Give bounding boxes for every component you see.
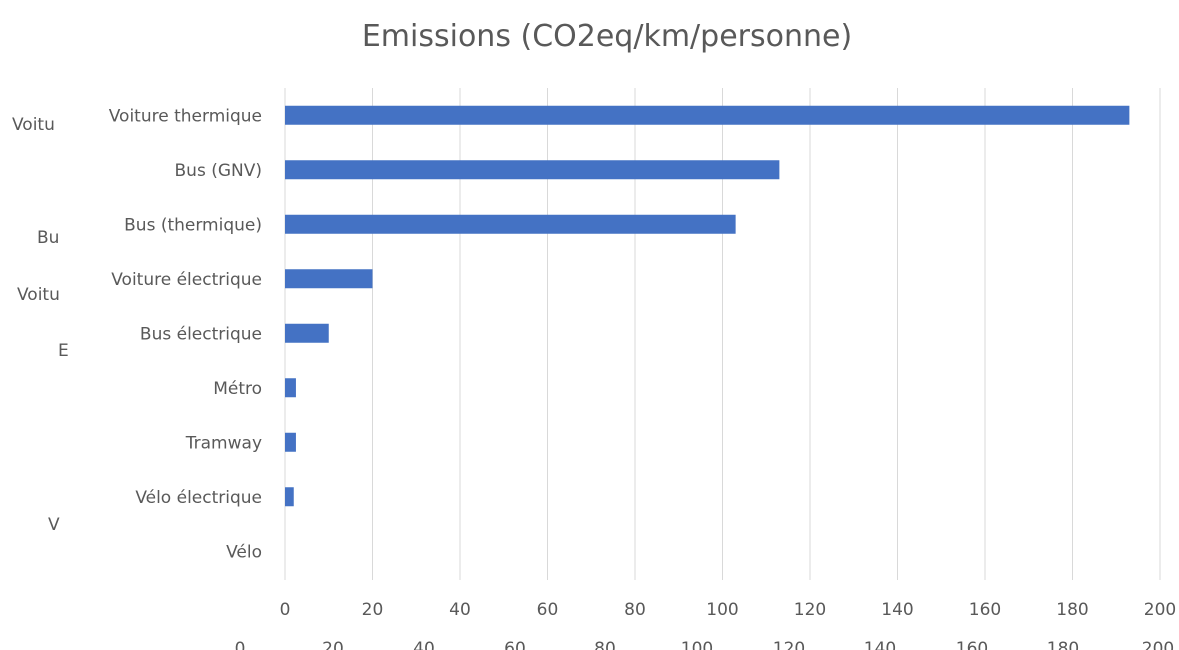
bar-5 <box>285 378 296 398</box>
background-label-fragment: E <box>58 341 69 361</box>
x-tick-label: 20 <box>362 600 384 620</box>
bar-1 <box>285 160 780 180</box>
background-tick-fragment: 140 <box>864 639 896 650</box>
x-tick-label: 100 <box>706 600 738 620</box>
x-tick-label: 200 <box>1144 600 1176 620</box>
background-tick-fragment: 80 <box>594 639 616 650</box>
category-label: Vélo électrique <box>135 488 262 508</box>
x-tick-label: 80 <box>624 600 646 620</box>
background-label-fragment: Voitu <box>12 115 55 135</box>
background-label-fragment: Bu <box>37 228 59 248</box>
x-tick-label: 140 <box>881 600 913 620</box>
background-tick-fragment: 100 <box>681 639 713 650</box>
background-chart-fragments: Voitu Bu Voitu E V 0 20 40 60 80 100 120 140 160 180 20… <box>12 115 1174 650</box>
x-tick-label: 120 <box>794 600 826 620</box>
bar-0 <box>285 105 1130 125</box>
x-tick-label: 40 <box>449 600 471 620</box>
background-label-fragment: Voitu <box>17 285 60 305</box>
x-tick-label: 60 <box>537 600 559 620</box>
bar-3 <box>285 269 373 289</box>
background-tick-fragment: 40 <box>413 639 435 650</box>
background-tick-fragment: 120 <box>773 639 805 650</box>
category-label: Voiture thermique <box>109 106 262 126</box>
bar-4 <box>285 323 329 343</box>
background-label-fragment: V <box>48 515 60 535</box>
background-tick-fragment: 160 <box>956 639 988 650</box>
x-tick-label: 160 <box>969 600 1001 620</box>
background-tick-fragment: 60 <box>504 639 526 650</box>
x-tick-label: 0 <box>280 600 291 620</box>
category-label: Bus électrique <box>140 324 262 344</box>
background-tick-fragment: 0 <box>235 639 246 650</box>
category-label: Métro <box>213 379 262 399</box>
bar-6 <box>285 432 296 452</box>
category-label: Vélo <box>226 542 262 562</box>
category-labels: Voiture thermique Bus (GNV) Bus (thermique… <box>109 106 262 562</box>
x-tick-label: 180 <box>1056 600 1088 620</box>
background-tick-fragment: 200 <box>1142 639 1174 650</box>
bar-7 <box>285 487 294 507</box>
bars <box>285 105 1130 507</box>
bar-2 <box>285 214 736 234</box>
category-label: Bus (thermique) <box>124 215 262 235</box>
category-label: Bus (GNV) <box>175 161 262 181</box>
x-axis-tick-labels: 0 20 40 60 80 100 120 140 160 180 200 <box>280 600 1177 620</box>
category-label: Voiture électrique <box>111 270 262 290</box>
background-tick-fragment: 20 <box>322 639 344 650</box>
background-tick-fragment: 180 <box>1047 639 1079 650</box>
category-label: Tramway <box>185 433 262 453</box>
chart-title: Emissions (CO2eq/km/personne) <box>362 19 852 54</box>
